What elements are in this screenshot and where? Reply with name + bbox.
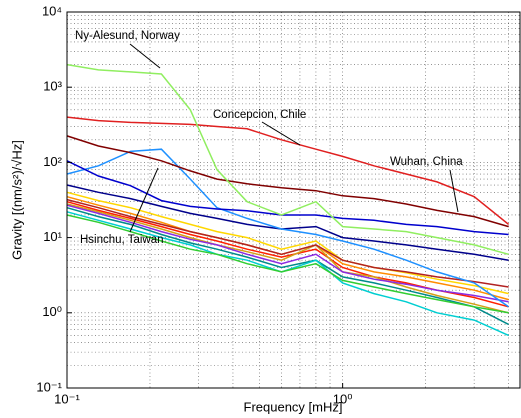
series-line <box>66 63 509 256</box>
x-axis-label: Frequency [mHz] <box>244 399 343 414</box>
y-tick-label: 10⁰ <box>42 304 62 319</box>
annotation-arrow <box>261 121 301 146</box>
plot-frame <box>66 11 521 389</box>
annotation: Concepcion, Chile <box>213 109 306 121</box>
x-tick-label: 10⁻¹ <box>54 391 80 406</box>
annotation: Hsinchu, Taiwan <box>80 234 164 246</box>
y-tick-label: 10⁻¹ <box>36 379 62 394</box>
y-tick-label: 10¹ <box>43 229 62 244</box>
annotation: Ny-Alesund, Norway <box>75 30 180 42</box>
annotation-arrow <box>449 169 459 213</box>
x-tick-label: 10⁰ <box>333 391 353 406</box>
series-line <box>66 204 509 303</box>
series-line <box>66 116 510 225</box>
series-line <box>66 198 509 288</box>
series-line <box>66 203 509 314</box>
series-line <box>66 191 509 295</box>
series-line <box>66 148 510 308</box>
annotation-arrow <box>129 43 161 69</box>
y-tick-label: 10³ <box>43 79 62 94</box>
series-line <box>66 135 509 228</box>
annotation-arrow <box>129 167 159 233</box>
annotation: Wuhan, China <box>390 156 463 168</box>
series-line <box>66 206 509 326</box>
y-tick-label: 10² <box>43 154 62 169</box>
series-line <box>66 214 509 314</box>
y-axis-label: Gravity [(nm/s²)/√Hz] <box>9 140 24 260</box>
y-tick-label: 10⁴ <box>42 3 62 18</box>
